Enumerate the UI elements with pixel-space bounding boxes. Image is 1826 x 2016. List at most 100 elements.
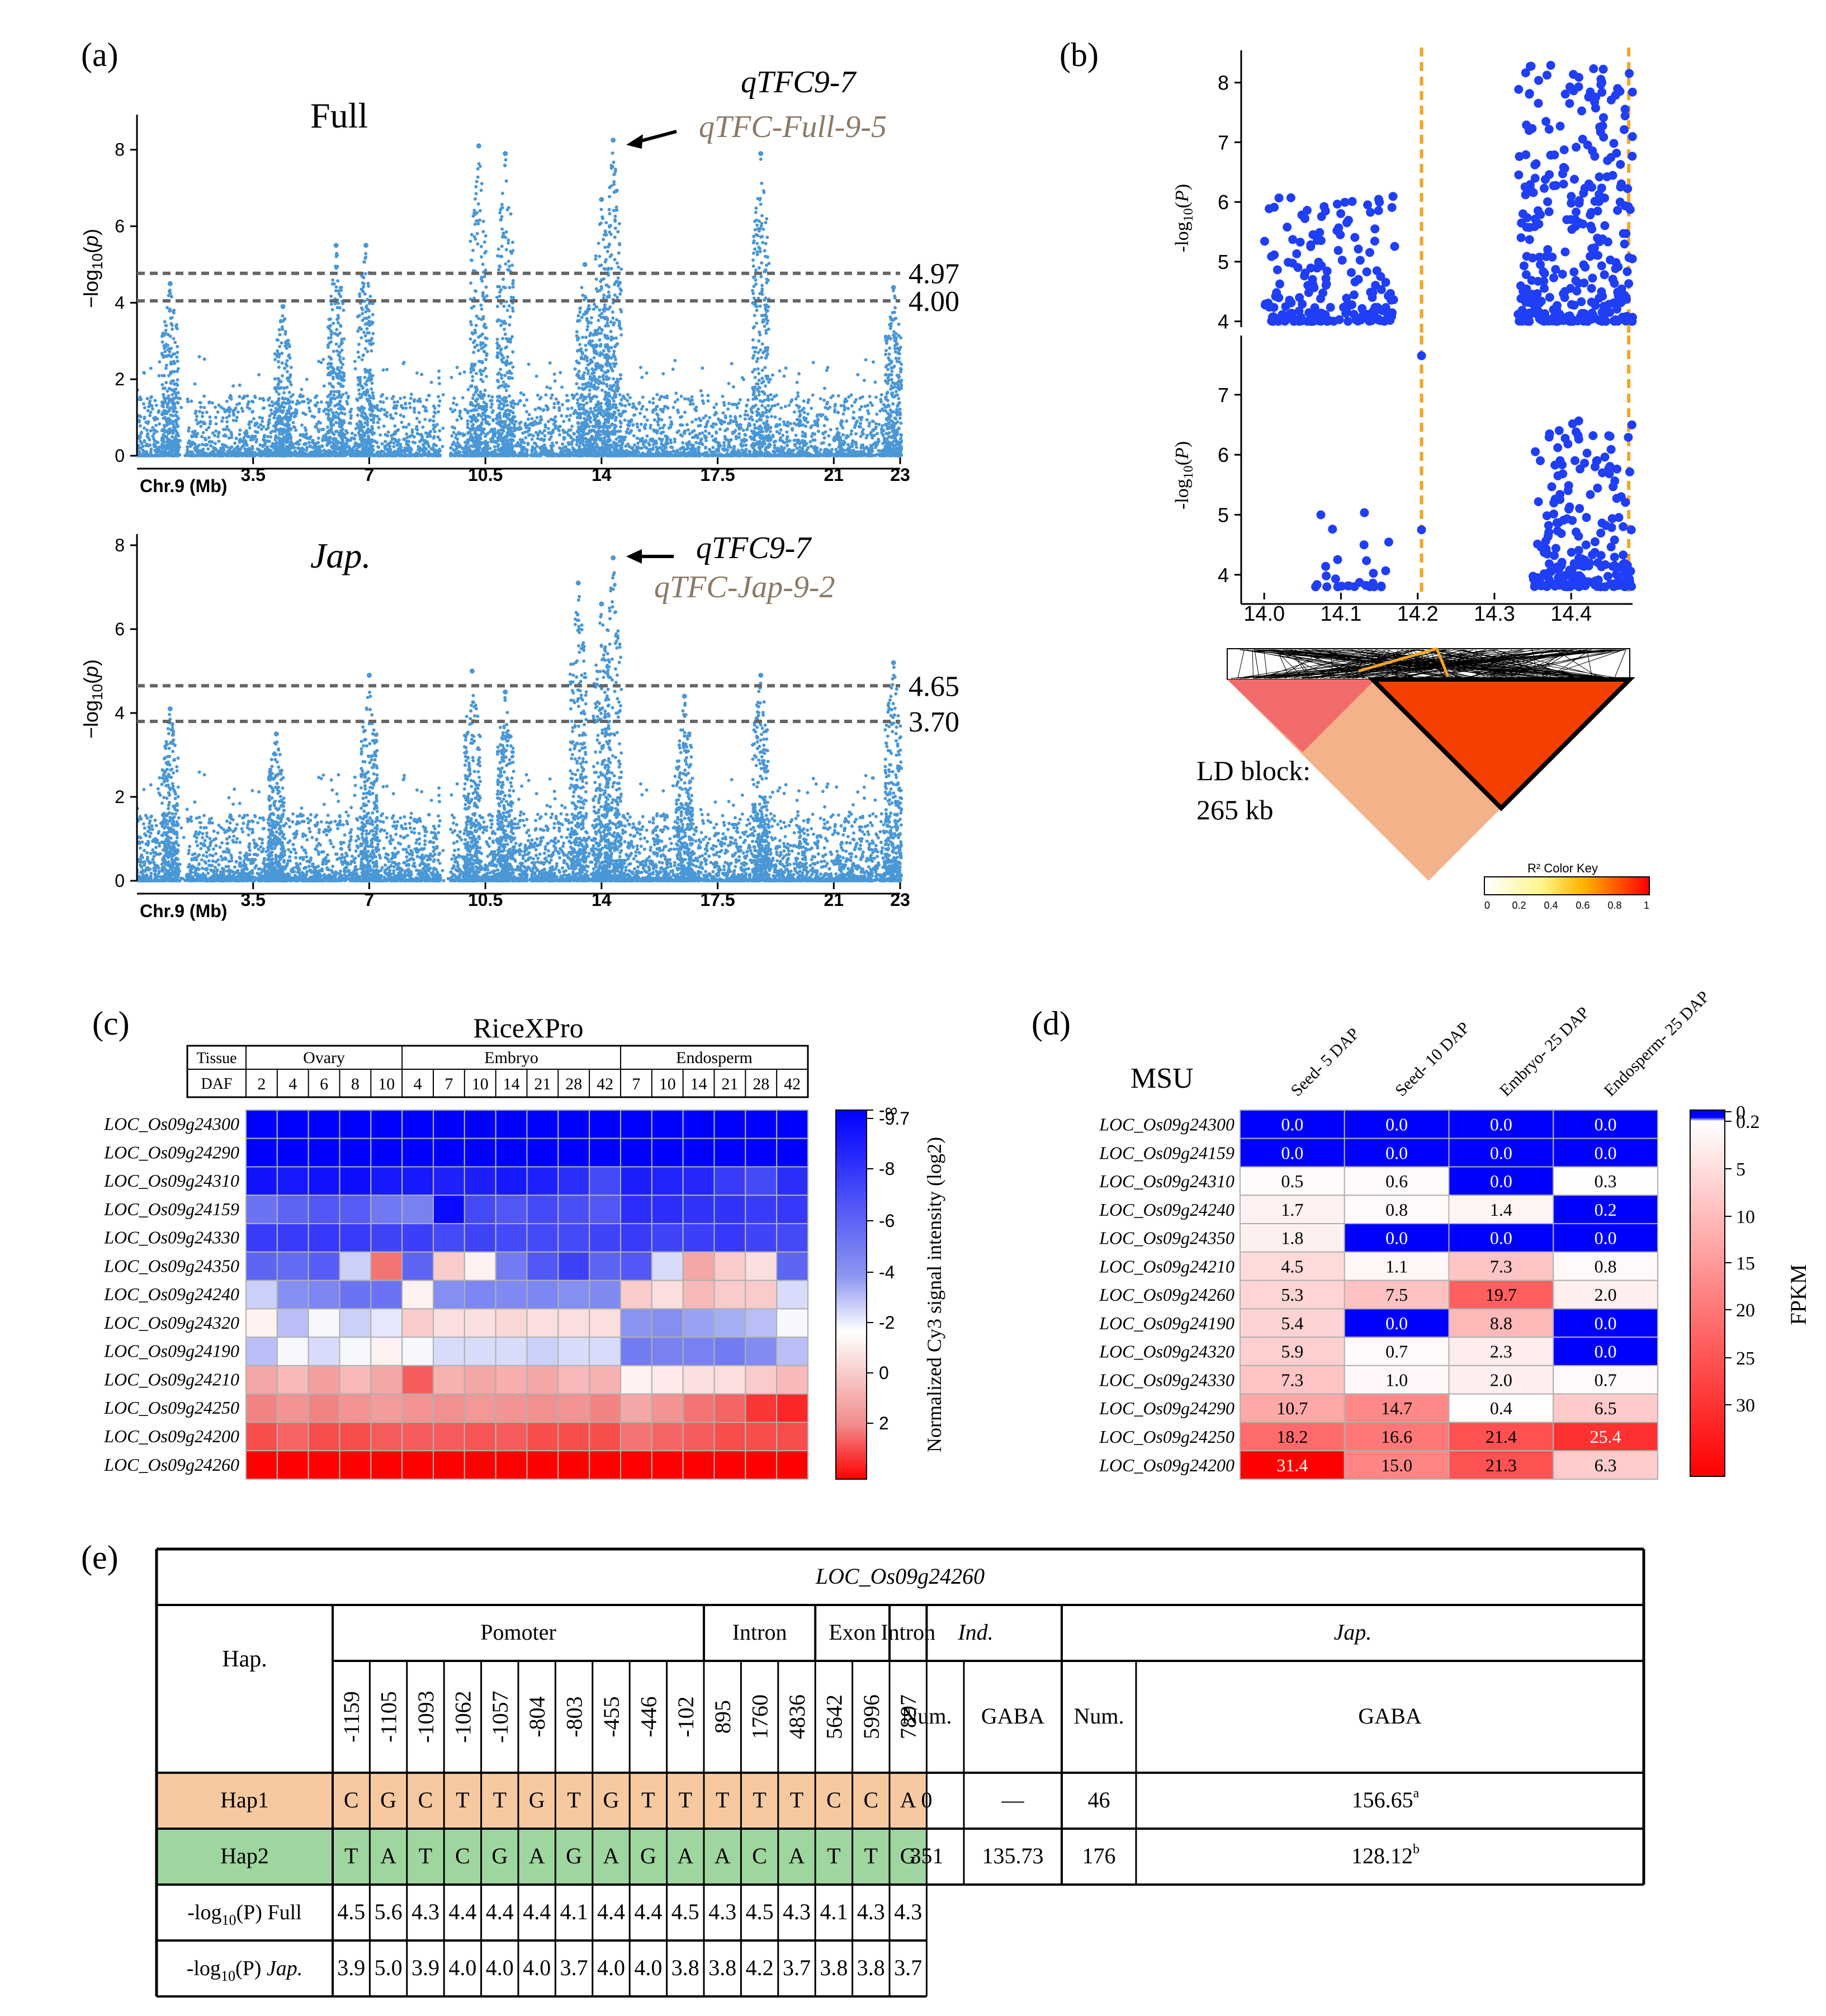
snp-point: [1355, 256, 1365, 265]
manhattan-full-title: Full: [310, 96, 368, 135]
peak-point: [469, 668, 475, 674]
pval-value: 4.4: [523, 1899, 551, 1924]
heatmap-cell: [1448, 1166, 1554, 1196]
snp-point: [1628, 87, 1637, 97]
colorbar-tick-label: 25: [1736, 1348, 1755, 1369]
day-label: 4: [414, 1075, 422, 1093]
snp-point: [1624, 279, 1634, 289]
xtick-label: 14.1: [1320, 602, 1361, 626]
snp-point: [1616, 179, 1626, 188]
tissue-header-table: Tissue DAF Ovary 2 4 6 8 10 Embryo 4 7 10 14 21 28 42 En…: [186, 1045, 809, 1098]
snp-point: [1584, 577, 1593, 587]
heatmap-cell: [620, 1251, 652, 1281]
heatmap-cell: [308, 1280, 340, 1310]
heatmap-cell: [651, 1365, 684, 1395]
snp-point: [1587, 207, 1596, 217]
snp-point: [1574, 416, 1583, 426]
snp-point: [1567, 581, 1577, 591]
snp-point: [1554, 573, 1563, 582]
heatmap-cell: [776, 1109, 808, 1139]
allele-cell-bg: [518, 1773, 556, 1829]
xtick-label: 21: [824, 465, 844, 485]
snp-point: [1523, 315, 1532, 325]
allele-cell-bg: [815, 1829, 853, 1885]
cell-value: 6.3: [1595, 1455, 1617, 1475]
allele-cell-bg: [741, 1773, 778, 1829]
heatmap-cell: [1344, 1393, 1450, 1423]
snp-point: [1521, 190, 1530, 200]
snp-point: [1565, 82, 1574, 92]
snp-point: [1315, 228, 1324, 237]
row-label: LOC_Os09g24350: [103, 1255, 239, 1276]
heatmap-cell: [276, 1223, 309, 1253]
manhattan-jap-xticks: 3.5 7 10.5 14 17.5 21 23: [240, 882, 910, 910]
ld-colorkey-tick: 0.2: [1512, 900, 1526, 911]
snp-point: [1552, 317, 1562, 326]
snp-point: [1544, 432, 1554, 442]
allele-cell-bg: [666, 1773, 704, 1829]
heatmap-cell: [495, 1280, 528, 1310]
row-label: LOC_Os09g24250: [103, 1397, 239, 1418]
snp-point: [1553, 443, 1563, 452]
hap-header: Hap.: [222, 1646, 267, 1672]
allele-cell-bg: [370, 1829, 407, 1885]
allele-value: T: [567, 1787, 580, 1812]
snp-point: [1530, 173, 1540, 183]
snp-point: [1360, 508, 1369, 517]
position-label: -455: [599, 1696, 624, 1737]
cell-value: 18.2: [1276, 1427, 1308, 1447]
snp-point: [1308, 317, 1318, 326]
snp-point: [1565, 317, 1574, 326]
allele-value: A: [789, 1843, 805, 1868]
cell-value: 2.0: [1595, 1285, 1617, 1305]
pval-value: 3.9: [411, 1955, 439, 1980]
heatmap-cell: [308, 1308, 340, 1338]
snp-point: [1578, 134, 1587, 144]
snp-point: [1366, 287, 1375, 297]
snp-point: [1548, 579, 1558, 588]
allele-cell-bg: [333, 1829, 370, 1885]
heatmap-cell: [433, 1166, 465, 1196]
heatmap-cell: [745, 1393, 778, 1423]
heatmap-cell: [1553, 1308, 1658, 1338]
snp-point: [1582, 513, 1591, 522]
row-label: LOC_Os09g24350: [1099, 1228, 1234, 1248]
heatmap-cell: [370, 1195, 403, 1225]
snp-point: [1300, 214, 1309, 223]
ytick-label: 2: [115, 787, 125, 807]
heatmap-cell: [276, 1365, 309, 1395]
row-label: LOC_Os09g24320: [1099, 1342, 1234, 1362]
snp-point: [1329, 317, 1338, 326]
allele-value: T: [753, 1787, 766, 1812]
heatmap-cell: [1553, 1365, 1658, 1395]
position-label: -102: [673, 1696, 698, 1737]
heatmap-cell: [526, 1422, 559, 1452]
allele-cell-bg: [778, 1829, 816, 1885]
snp-point: [1522, 120, 1531, 130]
allele-cell-bg: [815, 1773, 853, 1829]
cell-value: 0.0: [1385, 1115, 1408, 1135]
snp-point: [1542, 511, 1551, 521]
snp-point: [1350, 233, 1360, 242]
regional-plot-jap: -log10(P) 4 5 6 7 14.0 14.1 14.2 14.3 14.4: [1172, 336, 1636, 626]
row-label: LOC_Os09g24159: [1099, 1142, 1234, 1163]
snp-point: [1559, 516, 1568, 525]
heatmap-cell: [401, 1195, 434, 1225]
snp-point: [1593, 251, 1602, 260]
pval-value: 3.7: [894, 1955, 922, 1980]
allele-value: A: [677, 1843, 693, 1868]
jap-gaba-superscript: a: [1413, 1786, 1420, 1801]
cell-value: 5.9: [1281, 1342, 1303, 1362]
snp-point: [1533, 206, 1543, 215]
heatmap-cell: [308, 1166, 340, 1196]
pval-value: 3.8: [708, 1955, 736, 1980]
heatmap-cell: [463, 1422, 496, 1452]
pval-value: 4.0: [523, 1955, 551, 1980]
snp-point: [1519, 261, 1529, 271]
heatmap-cell: [1344, 1308, 1450, 1338]
allele-value: G: [566, 1843, 582, 1868]
pval-value: 4.1: [820, 1899, 848, 1924]
heatmap-cell: [401, 1422, 434, 1452]
hap-name-bg: [157, 1829, 333, 1885]
cell-value: 0.3: [1595, 1171, 1617, 1191]
